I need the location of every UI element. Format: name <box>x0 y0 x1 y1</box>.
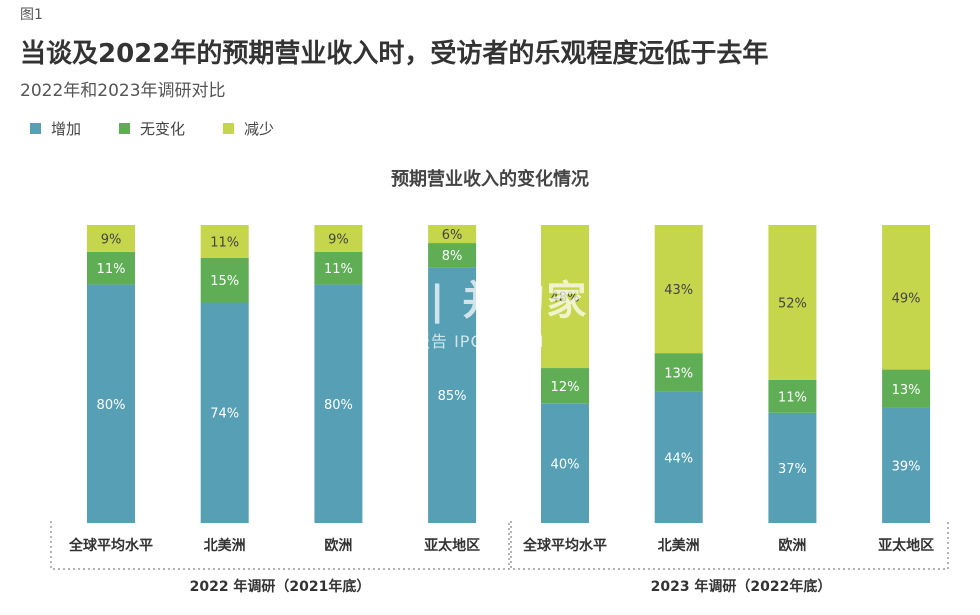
data-label-decrease-g1-c4: 6% <box>442 228 463 243</box>
legend-swatch-no-change <box>119 123 131 134</box>
category-label-g1-c2: 北美洲 <box>204 537 246 554</box>
data-label-decrease-g1-c3: 9% <box>328 232 349 247</box>
bar-segment-decrease-g1-c1 <box>87 225 135 252</box>
group-frame-1 <box>50 521 510 570</box>
bar-segment-decrease-g2-c1 <box>541 225 589 369</box>
legend-label-decrease: 减少 <box>244 120 275 138</box>
bar-segment-no-change-g1-c4 <box>428 243 477 268</box>
data-label-increase-g1-c3: 80% <box>324 398 353 413</box>
page-subtitle: 2022年和2023年调研对比 <box>20 81 226 101</box>
data-label-increase-g1-c2: 74% <box>210 407 239 422</box>
data-label-no-change-g1-c1: 11% <box>97 262 126 277</box>
data-label-increase-g2-c1: 40% <box>551 457 580 472</box>
bar-segment-no-change-g1-c3 <box>314 251 363 285</box>
chart-title: 预期营业收入的变化情况 <box>391 169 589 190</box>
legend-swatch-decrease <box>223 123 235 134</box>
data-label-decrease-g2-c2: 43% <box>664 283 693 298</box>
bar-segment-increase-g2-c2 <box>654 391 703 523</box>
legend-item-increase: 增加 <box>30 118 81 139</box>
bar-segment-decrease-g1-c3 <box>314 225 363 252</box>
data-label-no-change-g2-c1: 12% <box>551 380 580 395</box>
data-label-no-change-g1-c3: 11% <box>324 262 353 277</box>
bar-segment-decrease-g2-c3 <box>768 225 817 380</box>
figure-label: 图1 <box>20 7 43 23</box>
bar-segment-decrease-g2-c4 <box>882 225 931 370</box>
page-title: 当谈及2022年的预期营业收入时，受访者的乐观程度远低于去年 <box>20 39 769 69</box>
data-label-decrease-g2-c4: 49% <box>892 291 921 306</box>
category-label-g2-c3: 欧洲 <box>778 537 806 554</box>
data-label-decrease-g2-c3: 52% <box>778 296 807 311</box>
bar-segment-decrease-g2-c2 <box>654 225 703 354</box>
data-label-no-change-g2-c4: 13% <box>892 383 921 398</box>
bar-segment-increase-g1-c1 <box>87 284 135 523</box>
bar-segment-no-change-g2-c4 <box>882 369 931 408</box>
data-label-no-change-g1-c2: 15% <box>210 274 239 289</box>
bar-segment-no-change-g2-c3 <box>768 379 817 413</box>
bar-segment-increase-g1-c3 <box>314 284 363 523</box>
bar-segment-increase-g1-c2 <box>200 302 249 523</box>
data-label-increase-g1-c1: 80% <box>97 398 126 413</box>
legend-label-no-change: 无变化 <box>140 120 186 138</box>
data-label-no-change-g2-c2: 13% <box>664 367 693 382</box>
legend-item-no-change: 无变化 <box>119 118 185 139</box>
data-label-increase-g2-c3: 37% <box>778 462 807 477</box>
category-label-g1-c1: 全球平均水平 <box>68 537 153 554</box>
data-label-decrease-g2-c1: 48% <box>551 291 580 306</box>
bar-segment-no-change-g1-c1 <box>87 251 135 285</box>
category-label-g2-c4: 亚太地区 <box>878 537 934 554</box>
data-label-increase-g1-c4: 85% <box>438 389 467 404</box>
legend-label-increase: 增加 <box>51 120 82 138</box>
category-label-g2-c2: 北美洲 <box>658 537 700 554</box>
data-label-increase-g2-c2: 44% <box>664 451 693 466</box>
bar-segment-increase-g1-c4 <box>428 267 477 523</box>
data-label-increase-g2-c4: 39% <box>892 459 921 474</box>
group-label-2: 2023 年调研（2022年底） <box>651 578 832 595</box>
group-label-1: 2022 年调研（2021年底） <box>190 578 371 595</box>
bar-segment-no-change-g1-c2 <box>200 257 249 303</box>
chart-legend: 增加 无变化 减少 <box>30 118 312 139</box>
group-frame-2 <box>510 521 949 570</box>
legend-swatch-increase <box>30 123 41 134</box>
legend-item-decrease: 减少 <box>223 118 274 139</box>
bar-segment-increase-g2-c1 <box>541 403 589 523</box>
bar-segment-increase-g2-c3 <box>768 412 817 523</box>
bar-segment-increase-g2-c4 <box>882 407 931 523</box>
bar-segment-no-change-g2-c2 <box>654 353 703 392</box>
data-label-no-change-g2-c3: 11% <box>778 390 807 405</box>
data-label-no-change-g1-c4: 8% <box>442 249 463 264</box>
data-label-decrease-g1-c2: 11% <box>210 235 239 250</box>
bar-segment-no-change-g2-c1 <box>541 368 589 404</box>
bar-segment-decrease-g1-c4 <box>428 225 477 244</box>
category-label-g1-c3: 欧洲 <box>324 537 352 554</box>
category-label-g1-c4: 亚太地区 <box>424 537 480 554</box>
data-label-decrease-g1-c1: 9% <box>101 232 122 247</box>
category-label-g2-c1: 全球平均水平 <box>522 537 607 554</box>
bar-segment-decrease-g1-c2 <box>200 225 249 258</box>
